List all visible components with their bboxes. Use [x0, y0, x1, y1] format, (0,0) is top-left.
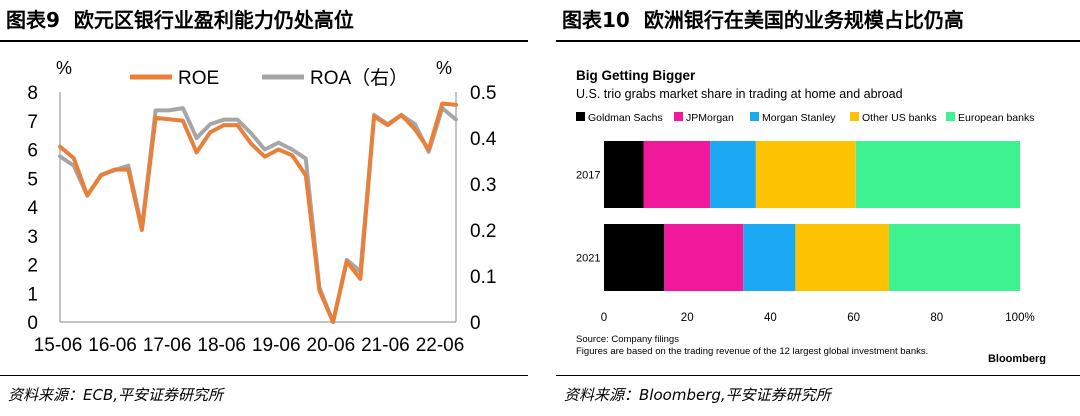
left-top-rule	[0, 40, 528, 42]
right-bottom-rule	[556, 375, 1080, 376]
left-y-tick-label: 5	[27, 169, 38, 190]
legend-label: ROE	[178, 68, 219, 89]
legend-swatch	[946, 112, 955, 121]
left-figure-title: 图表9 欧元区银行业盈利能力仍处高位	[6, 4, 354, 33]
x-tick-label: 15-06	[34, 335, 83, 356]
legend-label: Morgan Stanley	[762, 112, 836, 124]
left-source-label: 资料来源：	[8, 386, 84, 404]
x-tick-label: 19-06	[252, 335, 301, 356]
chart-footnote: Figures are based on the trading revenue…	[576, 346, 928, 357]
legend-swatch	[750, 112, 759, 121]
left-axis-unit: %	[56, 58, 72, 78]
right-source-label: 资料来源：	[564, 386, 640, 404]
roe-roa-line-chart: % % 0 1 2 3 4 5 6 7 8 0 0.1 0.2 0.3 0.4 0.5 15-06 16-06 17-…	[27, 58, 497, 356]
right-axis-unit: %	[436, 58, 452, 78]
right-figure-panel: 图表10 欧洲银行在美国的业务规模占比仍高 Big Getting Bigger U…	[556, 0, 1080, 416]
x-tick-label: 20	[681, 312, 694, 324]
left-y-tick-label: 3	[27, 227, 38, 248]
right-top-rule	[556, 40, 1080, 42]
right-y-tick-label: 0.2	[470, 221, 496, 242]
bar-segment-2017-3	[755, 141, 856, 208]
x-tick-label: 0	[601, 312, 607, 324]
legend-label: JPMorgan	[686, 112, 734, 124]
bar-segment-2021-3	[795, 224, 889, 291]
x-tick-label: 16-06	[88, 335, 137, 356]
legend-swatch	[674, 112, 683, 121]
bar-segment-2021-1	[664, 224, 744, 291]
right-figure-number: 图表10	[562, 8, 630, 32]
category-label: 2021	[576, 253, 600, 265]
x-tick-label: 21-06	[361, 335, 410, 356]
series-line-roa	[58, 106, 458, 324]
legend-swatch	[850, 112, 859, 121]
right-y-tick-label: 0.3	[470, 175, 496, 196]
series-line-roe	[58, 101, 458, 324]
left-figure-number: 图表9	[6, 8, 60, 32]
left-y-tick-label: 0	[27, 313, 38, 334]
bar-segment-2021-2	[743, 224, 796, 291]
left-source-note: 资料来源：ECB,平安证券研究所	[8, 384, 223, 405]
bar-segment-2017-2	[710, 141, 756, 208]
legend-label: Goldman Sachs	[588, 112, 663, 124]
bar-segment-2017-0	[604, 141, 644, 208]
x-tick-label: 80	[930, 312, 943, 324]
right-y-tick-label: 0	[470, 313, 481, 334]
market-share-stacked-bar-chart: Big Getting Bigger U.S. trio grabs market…	[576, 68, 1046, 364]
bar-segment-2021-0	[604, 224, 665, 291]
right-y-tick-label: 0.4	[470, 129, 497, 150]
left-y-tick-label: 2	[27, 256, 38, 277]
legend-label: Other US banks	[862, 112, 937, 124]
x-tick-label: 60	[847, 312, 860, 324]
left-figure-title-text: 欧元区银行业盈利能力仍处高位	[73, 8, 354, 32]
left-y-tick-label: 7	[27, 112, 38, 133]
legend-swatch	[576, 112, 585, 121]
bloomberg-logo: Bloomberg	[988, 353, 1046, 364]
legend-label: European banks	[958, 112, 1034, 124]
right-y-tick-label: 0.1	[470, 267, 496, 288]
left-source-text: ECB,平安证券研究所	[83, 386, 224, 404]
right-source-text: Bloomberg,平安证券研究所	[639, 386, 831, 404]
bar-segment-2017-1	[643, 141, 711, 208]
left-figure-panel: 图表9 欧元区银行业盈利能力仍处高位 %% 0 1 2 3 4 5 6 7 8 0 0.1 0.2 0.3 0…	[0, 0, 528, 416]
left-y-tick-label: 1	[27, 284, 38, 305]
x-tick-label: 20-06	[307, 335, 356, 356]
left-y-tick-label: 8	[27, 83, 38, 104]
chart-subtitle: U.S. trio grabs market share in trading …	[576, 87, 903, 101]
right-figure-title: 图表10 欧洲银行在美国的业务规模占比仍高	[562, 4, 964, 33]
right-figure-title-text: 欧洲银行在美国的业务规模占比仍高	[643, 8, 964, 32]
bar-segment-2021-4	[889, 224, 1020, 291]
legend-label: ROA（右）	[310, 67, 408, 89]
right-source-note: 资料来源：Bloomberg,平安证券研究所	[564, 384, 831, 405]
left-y-tick-label: 6	[27, 141, 38, 162]
bar-segment-2017-4	[855, 141, 1020, 208]
chart-title: Big Getting Bigger	[576, 68, 696, 83]
right-y-tick-label: 0.5	[470, 83, 496, 104]
x-tick-label: 18-06	[197, 335, 246, 356]
x-tick-label: 22-06	[416, 335, 465, 356]
left-bottom-rule	[0, 375, 528, 376]
x-tick-label: 40	[764, 312, 777, 324]
x-tick-label: 17-06	[143, 335, 192, 356]
left-y-tick-label: 4	[27, 198, 38, 219]
chart-source-note: Source: Company filings	[576, 334, 679, 345]
x-tick-label: 100%	[1005, 312, 1034, 324]
category-label: 2017	[576, 170, 600, 182]
